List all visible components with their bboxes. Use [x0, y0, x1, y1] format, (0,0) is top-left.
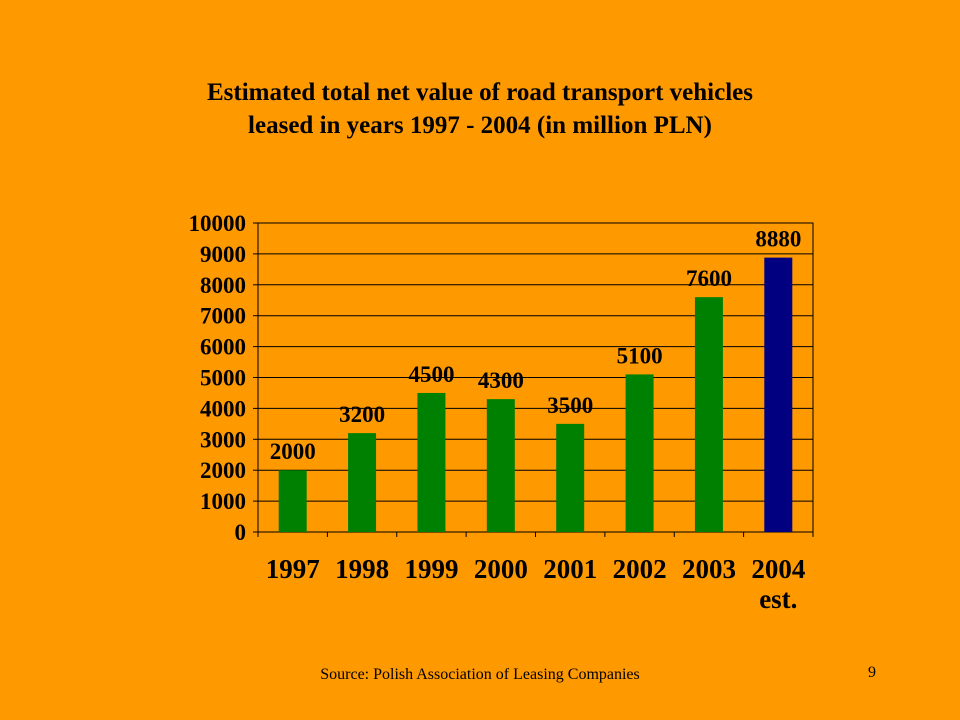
y-tick-label: 9000: [200, 242, 246, 267]
data-label: 5100: [617, 343, 663, 368]
page-number: 9: [868, 664, 876, 681]
y-tick-label: 10000: [189, 211, 247, 236]
x-tick-label: 1998: [335, 554, 389, 584]
y-tick-label: 7000: [200, 304, 246, 329]
data-label: 3200: [339, 402, 385, 427]
y-tick-label: 4000: [200, 396, 246, 421]
data-label: 2000: [270, 439, 316, 464]
y-tick-label: 2000: [200, 458, 246, 483]
y-tick-label: 0: [235, 520, 247, 545]
y-tick-label: 5000: [200, 366, 246, 391]
data-label: 4500: [408, 362, 454, 387]
bar-2002: [625, 374, 654, 532]
x-tick-label: 2003: [682, 554, 736, 584]
bar-2001: [556, 423, 585, 532]
y-tick-label: 8000: [200, 273, 246, 298]
source-note: Source: Polish Association of Leasing Co…: [320, 666, 640, 683]
x-tick-label: 2000: [474, 554, 528, 584]
x-tick-sublabel: est.: [759, 584, 797, 614]
x-tick-label: 1997: [266, 554, 320, 584]
chart-title: Estimated total net value of road transp…: [0, 76, 960, 142]
bar-1999: [417, 392, 446, 532]
chart-title-line-2: leased in years 1997 - 2004 (in million …: [248, 112, 712, 139]
chart-title-line-1: Estimated total net value of road transp…: [206, 79, 753, 106]
bar-2000: [486, 399, 515, 532]
bar-1997: [278, 470, 307, 532]
x-tick-label: 1999: [404, 554, 458, 584]
data-label: 4300: [478, 368, 524, 393]
bar-2003: [694, 297, 723, 532]
bar-1998: [348, 433, 377, 532]
y-tick-label: 1000: [200, 489, 246, 514]
data-label: 8880: [755, 227, 801, 252]
y-tick-label: 6000: [200, 335, 246, 360]
x-tick-label: 2001: [543, 554, 597, 584]
x-tick-label: 2002: [613, 554, 667, 584]
data-label: 7600: [686, 266, 732, 291]
bar-2004: [764, 257, 793, 532]
y-tick-label: 3000: [200, 427, 246, 452]
data-label: 3500: [547, 393, 593, 418]
x-tick-label: 2004: [751, 554, 805, 584]
